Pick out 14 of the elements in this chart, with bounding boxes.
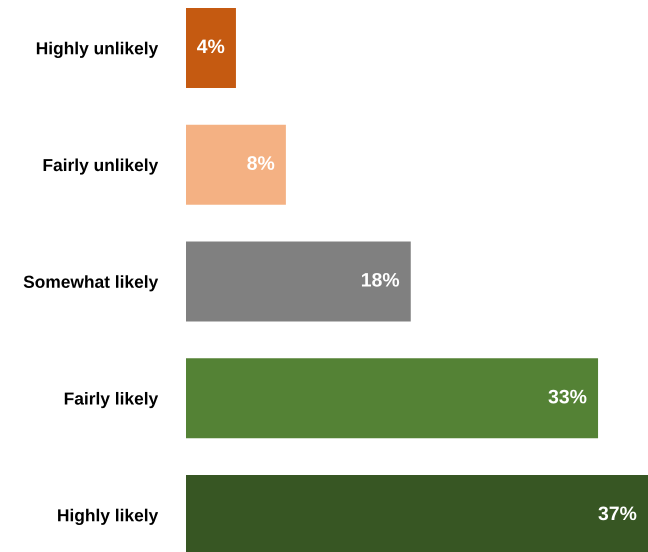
bar xyxy=(186,241,411,322)
bar xyxy=(186,358,598,438)
data-label: 4% xyxy=(197,39,224,54)
bar xyxy=(186,124,286,205)
y-tick-label: Fairly unlikely xyxy=(44,158,158,175)
data-label: 8% xyxy=(247,156,274,170)
bar xyxy=(186,8,236,88)
y-tick-label: Highly likely xyxy=(58,508,158,525)
y-tick-label: Highly unlikely xyxy=(36,42,158,58)
data-label: 37% xyxy=(598,506,636,520)
data-label: 18% xyxy=(362,272,400,287)
y-tick-label: Somewhat likely xyxy=(24,275,158,292)
y-tick-label: Fairly likely xyxy=(64,392,158,408)
data-label: 33% xyxy=(548,390,586,404)
